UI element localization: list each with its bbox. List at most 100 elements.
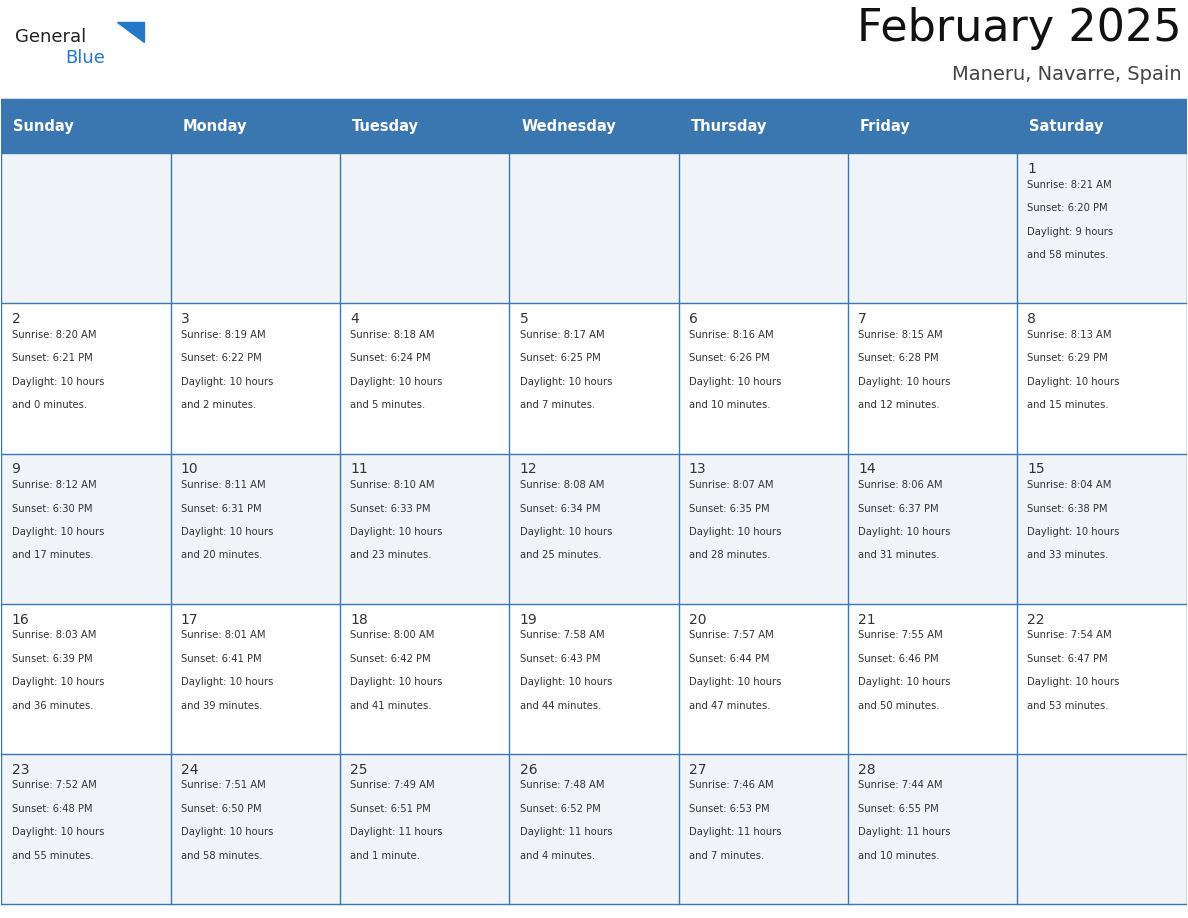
Text: Daylight: 11 hours: Daylight: 11 hours xyxy=(519,827,612,837)
Text: Daylight: 10 hours: Daylight: 10 hours xyxy=(519,677,612,687)
Text: Daylight: 10 hours: Daylight: 10 hours xyxy=(689,677,782,687)
Text: 1: 1 xyxy=(1028,162,1036,176)
Text: 18: 18 xyxy=(350,612,368,627)
Text: Daylight: 11 hours: Daylight: 11 hours xyxy=(858,827,950,837)
FancyBboxPatch shape xyxy=(678,453,848,604)
Text: Sunset: 6:55 PM: Sunset: 6:55 PM xyxy=(858,804,939,814)
Text: 24: 24 xyxy=(181,763,198,777)
Text: and 20 minutes.: and 20 minutes. xyxy=(181,551,263,560)
Text: and 44 minutes.: and 44 minutes. xyxy=(519,700,601,711)
Text: Daylight: 10 hours: Daylight: 10 hours xyxy=(1028,377,1120,386)
Text: General: General xyxy=(15,28,87,46)
Text: Sunset: 6:41 PM: Sunset: 6:41 PM xyxy=(181,654,261,664)
FancyBboxPatch shape xyxy=(848,100,1017,153)
Text: Daylight: 10 hours: Daylight: 10 hours xyxy=(181,377,273,386)
FancyBboxPatch shape xyxy=(848,304,1017,453)
Text: and 1 minute.: and 1 minute. xyxy=(350,851,421,861)
Text: and 10 minutes.: and 10 minutes. xyxy=(858,851,940,861)
Text: Sunrise: 8:11 AM: Sunrise: 8:11 AM xyxy=(181,480,265,490)
Text: 10: 10 xyxy=(181,463,198,476)
Text: 12: 12 xyxy=(519,463,537,476)
Text: Daylight: 10 hours: Daylight: 10 hours xyxy=(350,377,443,386)
Text: 20: 20 xyxy=(689,612,707,627)
FancyBboxPatch shape xyxy=(510,604,678,754)
Text: Daylight: 10 hours: Daylight: 10 hours xyxy=(350,677,443,687)
Text: Daylight: 10 hours: Daylight: 10 hours xyxy=(12,827,103,837)
FancyBboxPatch shape xyxy=(1,304,171,453)
Text: Sunrise: 7:55 AM: Sunrise: 7:55 AM xyxy=(858,631,943,640)
Text: 17: 17 xyxy=(181,612,198,627)
Text: 3: 3 xyxy=(181,312,190,326)
FancyBboxPatch shape xyxy=(171,153,340,304)
Text: Sunrise: 8:08 AM: Sunrise: 8:08 AM xyxy=(519,480,604,490)
Text: Sunrise: 8:15 AM: Sunrise: 8:15 AM xyxy=(858,330,943,340)
Text: Sunrise: 8:18 AM: Sunrise: 8:18 AM xyxy=(350,330,435,340)
Text: Sunset: 6:47 PM: Sunset: 6:47 PM xyxy=(1028,654,1108,664)
Text: Sunset: 6:52 PM: Sunset: 6:52 PM xyxy=(519,804,600,814)
FancyBboxPatch shape xyxy=(1017,453,1187,604)
Text: Daylight: 9 hours: Daylight: 9 hours xyxy=(1028,227,1113,237)
Text: Sunrise: 7:54 AM: Sunrise: 7:54 AM xyxy=(1028,631,1112,640)
FancyBboxPatch shape xyxy=(510,100,678,153)
FancyBboxPatch shape xyxy=(171,453,340,604)
Text: and 0 minutes.: and 0 minutes. xyxy=(12,400,87,410)
FancyBboxPatch shape xyxy=(510,153,678,304)
Text: and 31 minutes.: and 31 minutes. xyxy=(858,551,940,560)
Text: 23: 23 xyxy=(12,763,29,777)
Text: 5: 5 xyxy=(519,312,529,326)
Text: Sunrise: 7:46 AM: Sunrise: 7:46 AM xyxy=(689,780,773,790)
Text: Sunrise: 8:20 AM: Sunrise: 8:20 AM xyxy=(12,330,96,340)
FancyBboxPatch shape xyxy=(171,754,340,904)
Text: and 47 minutes.: and 47 minutes. xyxy=(689,700,770,711)
FancyBboxPatch shape xyxy=(340,754,510,904)
Text: Blue: Blue xyxy=(65,50,106,67)
Text: Sunrise: 8:07 AM: Sunrise: 8:07 AM xyxy=(689,480,773,490)
FancyBboxPatch shape xyxy=(1,754,171,904)
Text: Daylight: 11 hours: Daylight: 11 hours xyxy=(689,827,782,837)
Text: Sunrise: 8:13 AM: Sunrise: 8:13 AM xyxy=(1028,330,1112,340)
FancyBboxPatch shape xyxy=(1,453,171,604)
Text: 13: 13 xyxy=(689,463,707,476)
Text: Monday: Monday xyxy=(183,119,247,134)
FancyBboxPatch shape xyxy=(848,604,1017,754)
Text: Sunrise: 8:17 AM: Sunrise: 8:17 AM xyxy=(519,330,605,340)
FancyBboxPatch shape xyxy=(510,304,678,453)
Text: 2: 2 xyxy=(12,312,20,326)
Text: Sunset: 6:25 PM: Sunset: 6:25 PM xyxy=(519,353,600,364)
Text: Daylight: 10 hours: Daylight: 10 hours xyxy=(1028,677,1120,687)
FancyBboxPatch shape xyxy=(848,453,1017,604)
Text: February 2025: February 2025 xyxy=(857,6,1182,50)
Text: and 28 minutes.: and 28 minutes. xyxy=(689,551,770,560)
Text: Sunrise: 8:04 AM: Sunrise: 8:04 AM xyxy=(1028,480,1112,490)
Text: Maneru, Navarre, Spain: Maneru, Navarre, Spain xyxy=(952,65,1182,84)
Text: and 25 minutes.: and 25 minutes. xyxy=(519,551,601,560)
Text: Daylight: 10 hours: Daylight: 10 hours xyxy=(858,527,950,537)
FancyBboxPatch shape xyxy=(1017,100,1187,153)
Text: 21: 21 xyxy=(858,612,876,627)
Text: Sunset: 6:39 PM: Sunset: 6:39 PM xyxy=(12,654,93,664)
Text: Sunset: 6:50 PM: Sunset: 6:50 PM xyxy=(181,804,261,814)
Text: 25: 25 xyxy=(350,763,367,777)
FancyBboxPatch shape xyxy=(848,153,1017,304)
Text: and 7 minutes.: and 7 minutes. xyxy=(689,851,764,861)
Text: 4: 4 xyxy=(350,312,359,326)
Text: and 12 minutes.: and 12 minutes. xyxy=(858,400,940,410)
Text: and 2 minutes.: and 2 minutes. xyxy=(181,400,257,410)
Text: Thursday: Thursday xyxy=(690,119,767,134)
Text: 27: 27 xyxy=(689,763,707,777)
Text: Daylight: 10 hours: Daylight: 10 hours xyxy=(519,527,612,537)
Text: Friday: Friday xyxy=(860,119,910,134)
Text: 14: 14 xyxy=(858,463,876,476)
Text: Daylight: 10 hours: Daylight: 10 hours xyxy=(12,527,103,537)
Text: Sunrise: 7:44 AM: Sunrise: 7:44 AM xyxy=(858,780,942,790)
Text: Sunrise: 8:19 AM: Sunrise: 8:19 AM xyxy=(181,330,265,340)
FancyBboxPatch shape xyxy=(510,754,678,904)
Text: Sunset: 6:37 PM: Sunset: 6:37 PM xyxy=(858,504,939,513)
FancyBboxPatch shape xyxy=(1017,604,1187,754)
Text: Sunset: 6:51 PM: Sunset: 6:51 PM xyxy=(350,804,431,814)
Text: Sunset: 6:29 PM: Sunset: 6:29 PM xyxy=(1028,353,1108,364)
Text: and 4 minutes.: and 4 minutes. xyxy=(519,851,595,861)
Text: Sunset: 6:30 PM: Sunset: 6:30 PM xyxy=(12,504,91,513)
Text: 26: 26 xyxy=(519,763,537,777)
FancyBboxPatch shape xyxy=(1,604,171,754)
